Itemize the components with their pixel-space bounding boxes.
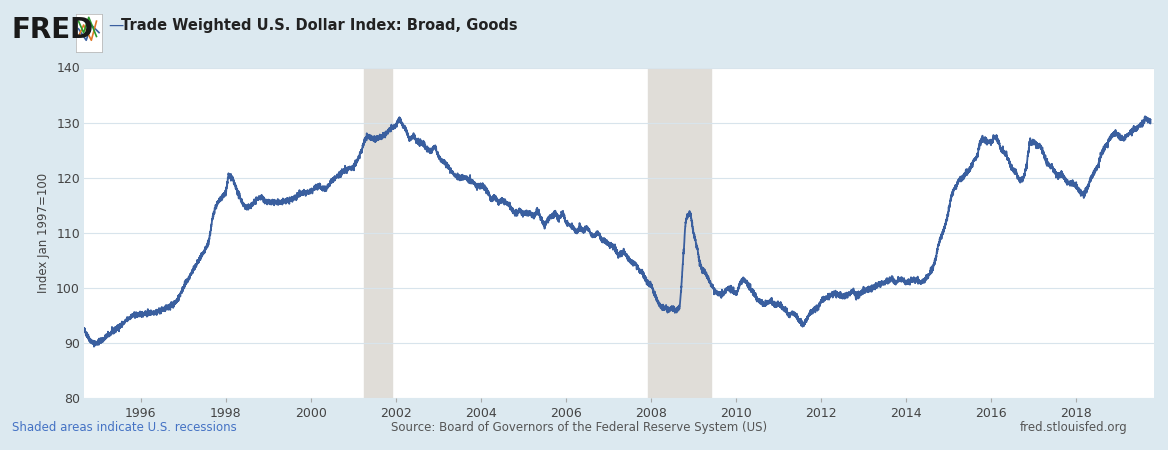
Bar: [647, 68, 711, 398]
Text: Trade Weighted U.S. Dollar Index: Broad, Goods: Trade Weighted U.S. Dollar Index: Broad,…: [121, 18, 519, 33]
Text: Shaded areas indicate U.S. recessions: Shaded areas indicate U.S. recessions: [12, 421, 236, 434]
Text: —: —: [109, 18, 124, 33]
Text: FRED: FRED: [12, 16, 93, 44]
Y-axis label: Index Jan 1997=100: Index Jan 1997=100: [37, 173, 50, 293]
Bar: [364, 68, 392, 398]
Text: Source: Board of Governors of the Federal Reserve System (US): Source: Board of Governors of the Federa…: [391, 421, 767, 434]
Text: fred.stlouisfed.org: fred.stlouisfed.org: [1020, 421, 1127, 434]
